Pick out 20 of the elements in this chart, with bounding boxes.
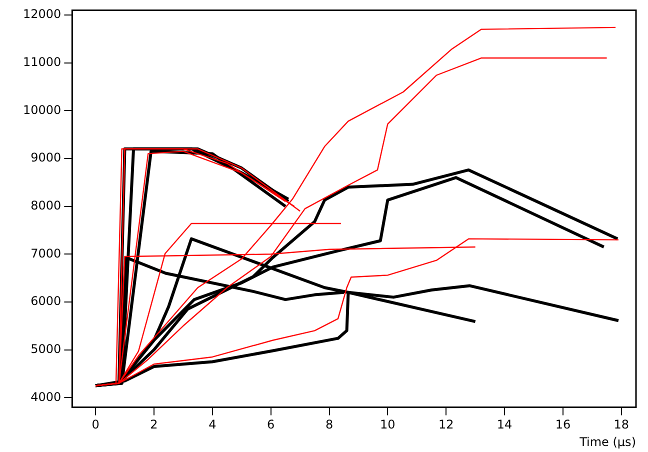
- x-tick-label: 6: [267, 418, 275, 432]
- x-tick-label: 18: [614, 418, 630, 432]
- y-tick-label: 10000: [22, 102, 62, 117]
- y-tick-label: 4000: [30, 390, 62, 404]
- x-tick-label: 4: [208, 418, 216, 432]
- y-tick-label: 12000: [22, 7, 62, 22]
- y-tick-label: 11000: [22, 54, 62, 69]
- x-tick-label: 16: [555, 418, 571, 432]
- x-tick-label: 10: [380, 418, 396, 432]
- x-tick-label: 8: [325, 418, 334, 432]
- x-axis-title: Time (µs): [578, 434, 636, 449]
- x-tick-label: 2: [150, 418, 158, 432]
- x-tick-label: 12: [438, 418, 454, 432]
- y-tick-label: 9000: [30, 150, 62, 165]
- y-tick-label: 7000: [30, 246, 62, 260]
- y-tick-label: 6000: [30, 294, 62, 308]
- x-tick-label: 0: [92, 418, 100, 432]
- y-tick-label: 8000: [30, 198, 62, 212]
- y-tick-label: 5000: [30, 342, 62, 356]
- x-tick-label: 14: [496, 418, 512, 432]
